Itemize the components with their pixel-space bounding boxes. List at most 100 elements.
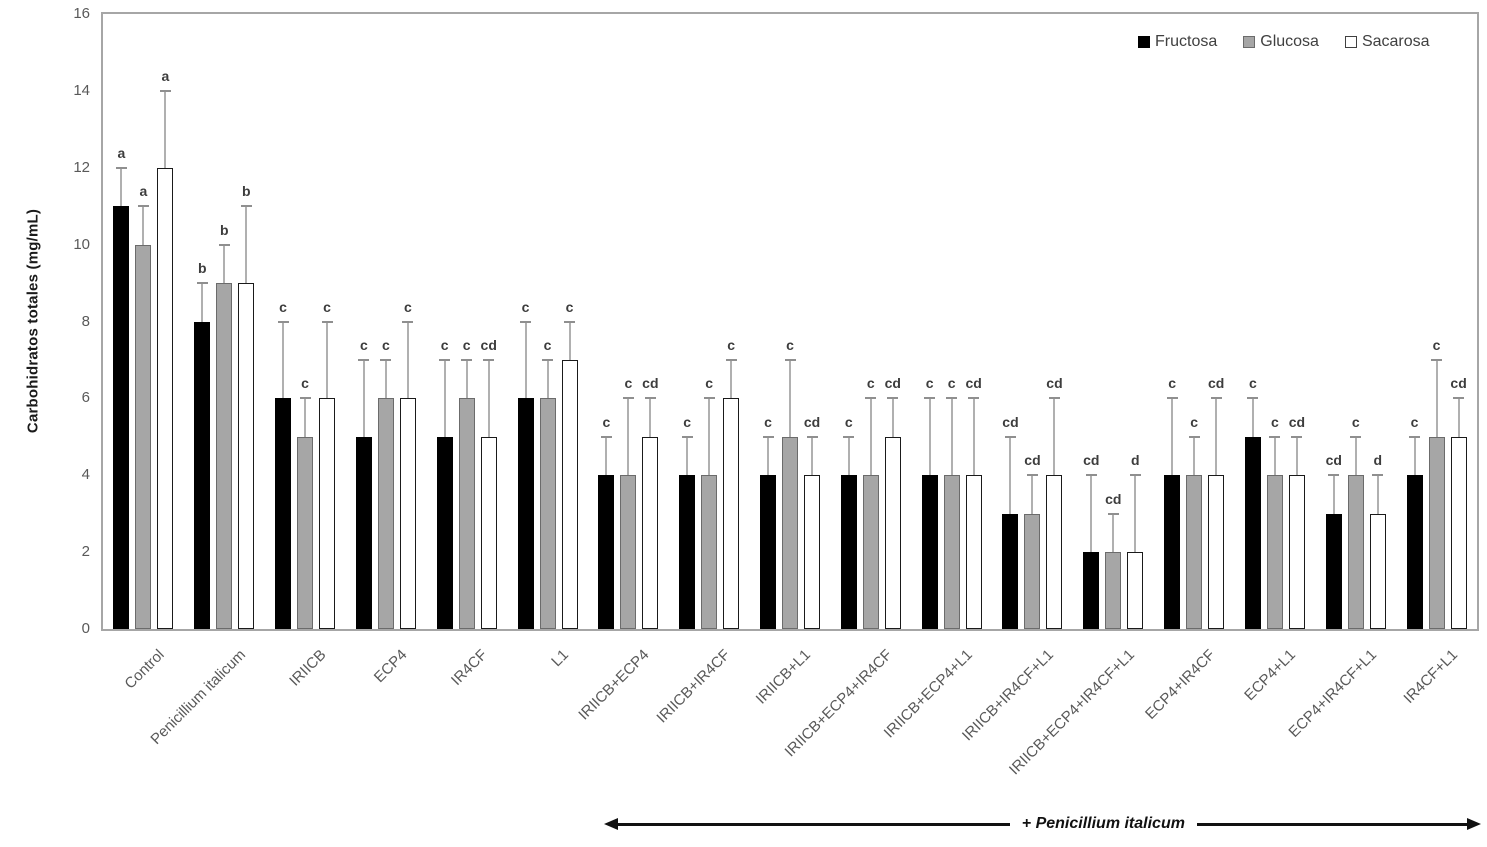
legend-item-glucosa: Glucosa <box>1243 33 1319 51</box>
error-bar-cap <box>1372 474 1384 477</box>
error-bar <box>384 359 387 399</box>
annotation-arrow-left <box>604 812 1010 836</box>
error-bar-cap <box>218 243 230 246</box>
significance-letter: c <box>925 375 934 392</box>
significance-letter: cd <box>1288 413 1306 430</box>
significance-letter: c <box>727 336 736 353</box>
error-bar-cap <box>1129 474 1141 477</box>
bar-fructosa-control <box>113 206 130 629</box>
annotation-arrow-right <box>1196 812 1481 836</box>
error-bar <box>686 436 689 476</box>
error-bar-cap <box>402 320 414 323</box>
arrow-right-icon <box>1467 818 1481 830</box>
error-bar-cap <box>137 205 149 208</box>
legend-item-fructosa: Fructosa <box>1138 33 1217 51</box>
x-axis-label: ECP4+L1 <box>1241 646 1300 705</box>
significance-letter: cd <box>1325 452 1342 469</box>
error-bar-cap <box>762 435 774 438</box>
significance-letter: cd <box>1450 375 1467 392</box>
error-bar <box>1112 513 1115 553</box>
error-bar-cap <box>1004 435 1016 438</box>
significance-letter: c <box>1190 413 1198 430</box>
x-axis-label: IRIICB+IR4CF <box>653 646 734 727</box>
error-bar-cap <box>1048 397 1060 400</box>
error-bar <box>546 359 549 399</box>
significance-letter: cd <box>803 413 821 430</box>
error-bar-cap <box>806 435 818 438</box>
error-bar-cap <box>887 397 899 400</box>
x-axis-label: IR4CF <box>448 646 492 689</box>
bar-fructosa-ecp4 <box>355 436 372 629</box>
error-bar-cap <box>321 320 333 323</box>
error-bar-cap <box>1431 358 1443 361</box>
significance-letter: cd <box>1046 375 1063 392</box>
error-bar <box>972 398 975 476</box>
error-bar-cap <box>1085 474 1097 477</box>
error-bar-cap <box>277 320 289 323</box>
error-bar-cap <box>600 435 612 438</box>
significance-letter: c <box>683 413 692 430</box>
y-tick-label: 6 <box>81 389 90 407</box>
error-bar <box>950 398 953 476</box>
bar-sacarosa-ir4cf <box>480 436 497 629</box>
bar-fructosa-iriicb <box>275 398 292 629</box>
significance-letter: c <box>947 375 956 392</box>
error-bar-cap <box>159 89 171 92</box>
bar-sacarosa-ecp4 <box>399 398 416 629</box>
error-bar-cap <box>483 358 495 361</box>
bar-fructosa-ir4cf-l1 <box>1406 475 1423 629</box>
plot-area: a a a b b b c c c c c c c c cd c c c c c cd c c c c c cd c c cd c c cd cd… <box>103 14 1477 629</box>
error-bar <box>1457 398 1460 437</box>
penicillium-annotation: + Penicillium italicum <box>604 812 1481 836</box>
x-axis-label: ECP4 <box>370 646 411 687</box>
error-bar-cap <box>1188 435 1200 438</box>
error-bar <box>767 436 769 476</box>
error-bar-cap <box>542 358 554 361</box>
y-tick-label: 16 <box>73 5 90 22</box>
y-tick-label: 12 <box>73 158 90 176</box>
significance-letter: c <box>1271 413 1279 430</box>
significance-letter: b <box>219 221 229 238</box>
glucosa-swatch-icon <box>1243 36 1256 48</box>
error-bar <box>1193 436 1196 476</box>
bar-glucosa-ecp4-ir4cf-l1 <box>1347 475 1364 629</box>
significance-letter: d <box>1131 452 1140 469</box>
bar-sacarosa-ecp4-ir4cf <box>1208 475 1225 629</box>
error-bar <box>304 398 307 437</box>
significance-letter: c <box>359 336 368 353</box>
significance-letter: c <box>1410 413 1419 430</box>
error-bar <box>406 321 409 399</box>
error-bar-cap <box>358 358 370 361</box>
error-bar <box>164 90 167 168</box>
significance-letter: c <box>462 336 471 353</box>
x-axis-label: IRIICB+L1 <box>753 646 815 708</box>
significance-letter: c <box>786 336 794 353</box>
error-bar <box>1171 398 1174 476</box>
error-bar-cap <box>725 358 737 361</box>
significance-letter: c <box>323 298 331 315</box>
error-bar <box>1134 475 1137 553</box>
bar-glucosa-ir4cf <box>458 398 475 629</box>
significance-letter: c <box>764 413 772 430</box>
x-axis-label: IR4CF+L1 <box>1400 646 1461 707</box>
bar-fructosa-ecp4-ir4cf <box>1164 475 1181 629</box>
significance-letter: c <box>1168 375 1176 392</box>
significance-letter: cd <box>642 375 659 392</box>
error-bar <box>1354 436 1357 476</box>
bar-glucosa-penicillium-italicum <box>216 283 233 629</box>
significance-letter: cd <box>965 375 982 392</box>
error-bar <box>487 359 490 437</box>
significance-letter: d <box>1373 452 1383 469</box>
y-tick-label: 0 <box>81 620 90 637</box>
error-bar <box>1251 398 1254 437</box>
bar-glucosa-iriicb-ecp4-l1 <box>943 475 960 629</box>
bar-fructosa-l1 <box>517 398 534 629</box>
bar-fructosa-ecp4-l1 <box>1244 436 1261 629</box>
error-bar-cap <box>865 397 877 400</box>
bar-fructosa-iriicb-ecp4-ir4cf <box>840 475 857 629</box>
bar-fructosa-ecp4-ir4cf-l1 <box>1325 513 1342 629</box>
error-bar-cap <box>1350 435 1362 438</box>
error-bar <box>568 321 571 360</box>
bar-fructosa-iriicb-ir4cf-l1 <box>1002 513 1019 629</box>
error-bar-cap <box>380 358 392 361</box>
